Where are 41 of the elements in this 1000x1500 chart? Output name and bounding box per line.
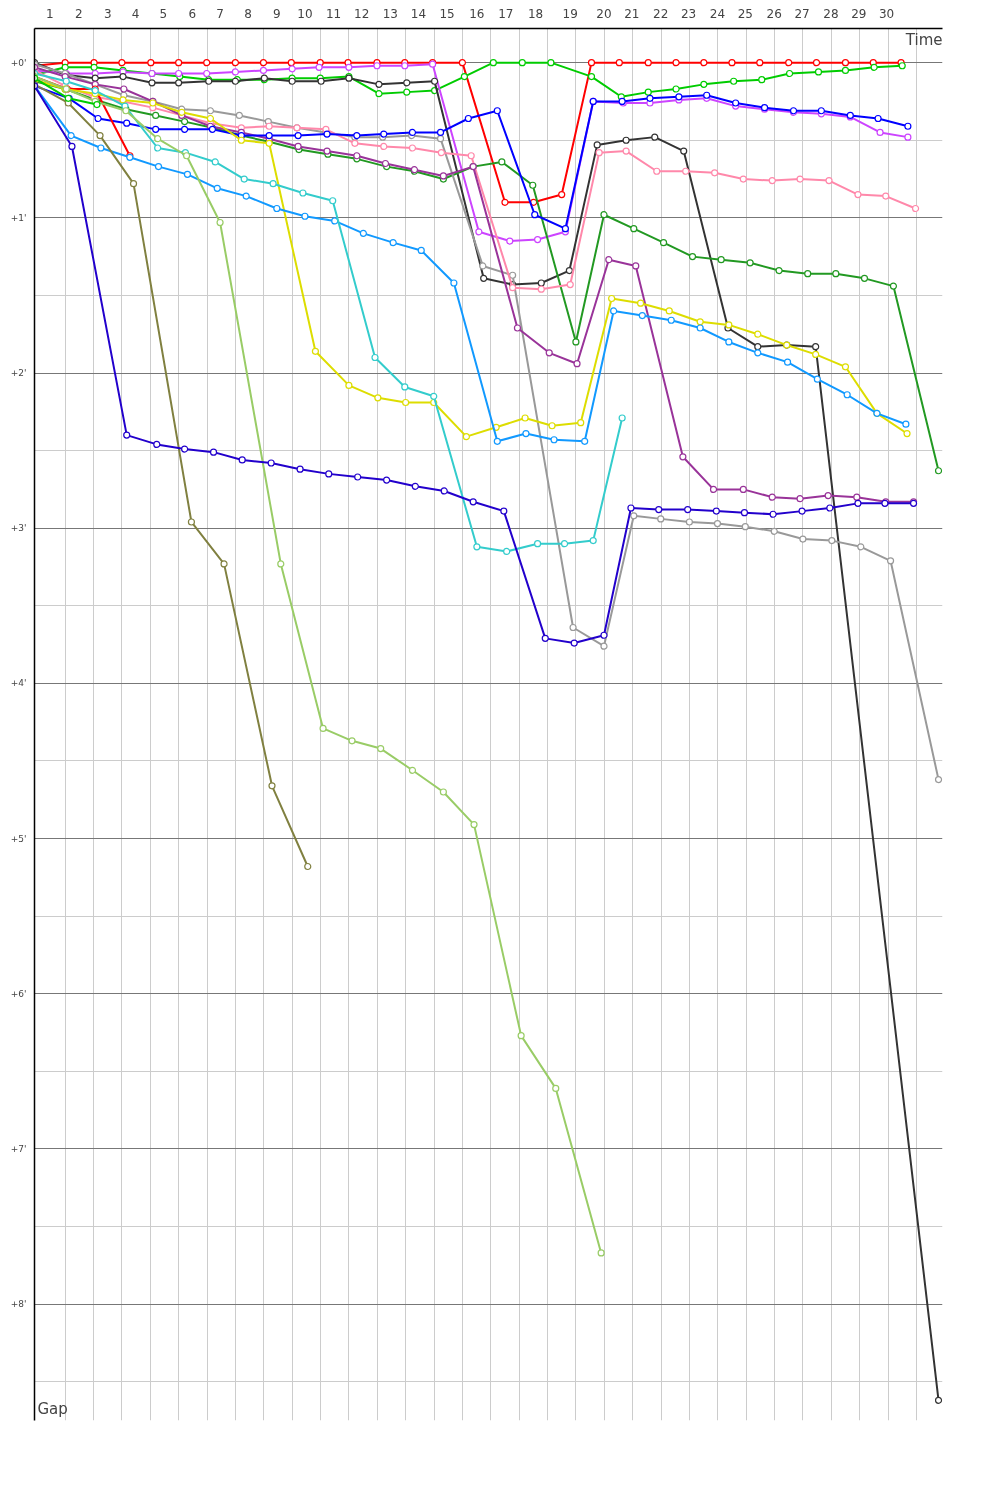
x-tick-label: 9 (273, 6, 281, 21)
y-tick-label: +3' (10, 523, 27, 534)
x-tick-label: 29 (851, 6, 867, 21)
x-tick-label: 30 (878, 6, 895, 21)
x-tick-label: 2 (74, 6, 83, 21)
x-tick-label: 20 (596, 6, 612, 21)
x-tick-label: 18 (527, 6, 544, 21)
x-tick-label: 23 (680, 6, 697, 21)
x-tick-label: 8 (244, 6, 252, 21)
x-tick-label: 6 (188, 6, 197, 21)
y-tick-label: +5' (10, 833, 27, 844)
y-tick-label: +8' (10, 1299, 27, 1310)
x-tick-label: 7 (216, 6, 224, 21)
x-tick-label: 22 (653, 6, 669, 21)
x-tick-label: 3 (103, 6, 112, 21)
y-tick-label: +0' (10, 57, 27, 68)
y-tick-label: +1' (10, 212, 27, 223)
x-tick-label: 25 (737, 6, 753, 21)
x-tick-label: 14 (410, 6, 427, 21)
x-tick-label: 28 (823, 6, 839, 21)
x-tick-label: 19 (562, 6, 578, 21)
x-tick-label: 16 (469, 6, 485, 21)
x-tick-label: 24 (709, 6, 726, 21)
y-tick-label: +2' (10, 368, 27, 379)
x-axis-title: Time (904, 30, 943, 49)
y-tick-label: +7' (10, 1143, 27, 1154)
x-tick-label: 21 (624, 6, 640, 21)
x-tick-label: 26 (766, 6, 782, 21)
x-tick-label: 27 (794, 6, 810, 21)
x-tick-label: 15 (439, 6, 455, 21)
x-tick-label: 13 (382, 6, 398, 21)
x-tick-label: 17 (498, 6, 514, 21)
x-tick-label: 5 (159, 6, 168, 21)
x-tick-label: 10 (297, 6, 313, 21)
y-axis-title: Gap (37, 1399, 68, 1418)
x-tick-label: 4 (131, 6, 140, 21)
y-tick-label: +4' (10, 678, 27, 689)
x-tick-label: 11 (325, 6, 342, 21)
x-tick-label: 1 (46, 6, 54, 21)
y-tick-label: +6' (10, 988, 27, 999)
x-tick-label: 12 (354, 6, 370, 21)
